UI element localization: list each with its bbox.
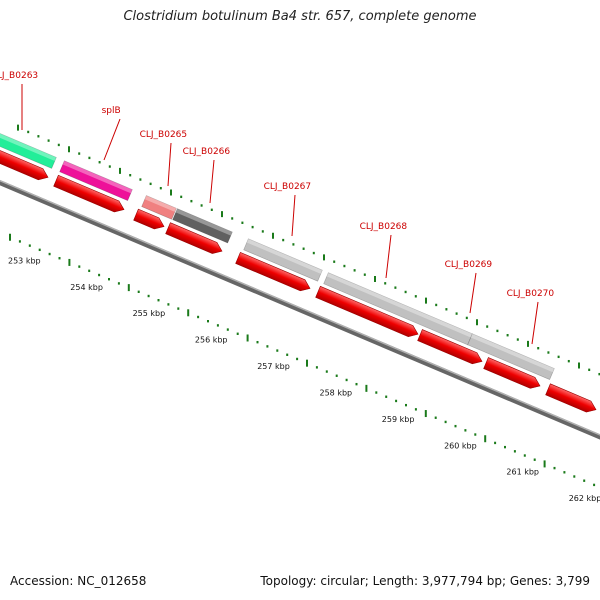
gene-feature-clj_b0267[interactable] bbox=[243, 238, 323, 282]
cds-arrow[interactable] bbox=[315, 285, 421, 339]
cds-track bbox=[0, 146, 599, 415]
gene-label[interactable]: CLJ_B0265 bbox=[140, 130, 188, 140]
gene-callout-line bbox=[209, 159, 215, 204]
genome-backbone-highlight bbox=[0, 179, 600, 436]
cds-arrow[interactable] bbox=[417, 329, 485, 367]
gene-feature-clj_b0263[interactable] bbox=[0, 125, 57, 169]
gene-feature-clj_b0266[interactable] bbox=[172, 208, 233, 244]
kbp-label: 258 kbp bbox=[320, 388, 353, 397]
cds-arrow[interactable] bbox=[0, 146, 50, 183]
gene-label[interactable]: splB bbox=[102, 106, 121, 116]
topology-text: Topology: circular; Length: 3,977,794 bp… bbox=[260, 574, 590, 588]
cds-arrow[interactable] bbox=[133, 208, 167, 232]
gene-callout-line bbox=[103, 118, 121, 161]
cds-arrow[interactable] bbox=[235, 251, 313, 294]
inner-ruler-ticks bbox=[9, 233, 596, 487]
gene-feature-clj_b0269[interactable] bbox=[467, 333, 555, 380]
gene-label[interactable]: CLJ_B0269 bbox=[445, 260, 493, 270]
gene-label[interactable]: CLJ_B0266 bbox=[183, 147, 231, 157]
gene-callout-line bbox=[385, 234, 392, 279]
gene-callout-line bbox=[469, 272, 477, 314]
gene-feature-splb[interactable] bbox=[59, 160, 133, 202]
gene-track: CLJ_B0263 splB CLJ_B0265 CLJ_B0266 CLJ_B0267… bbox=[0, 71, 555, 380]
gene-callout-line bbox=[531, 301, 539, 345]
kbp-label: 256 kbp bbox=[195, 336, 228, 345]
kbp-label: 254 kbp bbox=[70, 283, 103, 292]
kbp-tick-labels: 253 kbp 254 kbp 255 kbp 256 kbp 257 kbp 258 k… bbox=[8, 256, 600, 503]
gene-label[interactable]: CLJ_B0270 bbox=[507, 289, 555, 299]
kbp-label: 260 kbp bbox=[444, 441, 477, 450]
cds-arrow[interactable] bbox=[53, 174, 127, 215]
cds-arrow[interactable] bbox=[545, 383, 599, 415]
gene-label[interactable]: CLJ_B0267 bbox=[264, 182, 312, 192]
kbp-label: 253 kbp bbox=[8, 256, 41, 265]
gene-callout-line bbox=[291, 194, 296, 237]
genome-backbone bbox=[0, 179, 600, 440]
accession-text: Accession: NC_012658 bbox=[10, 574, 147, 588]
kbp-label: 255 kbp bbox=[133, 309, 166, 318]
cds-arrow[interactable] bbox=[483, 357, 543, 392]
gene-feature-clj_b0265[interactable] bbox=[141, 195, 177, 220]
gene-label[interactable]: CLJ_B0263 bbox=[0, 71, 38, 81]
kbp-label: 261 kbp bbox=[506, 468, 539, 477]
outer-ruler-ticks bbox=[17, 124, 600, 376]
cds-arrow[interactable] bbox=[165, 222, 225, 257]
gene-callout-line bbox=[167, 142, 172, 187]
gene-label[interactable]: CLJ_B0268 bbox=[360, 222, 408, 232]
map-title: Clostridium botulinum Ba4 str. 657, comp… bbox=[123, 9, 477, 24]
kbp-label: 262 kbp bbox=[569, 494, 600, 503]
kbp-label: 257 kbp bbox=[257, 362, 290, 371]
kbp-label: 259 kbp bbox=[382, 415, 415, 424]
